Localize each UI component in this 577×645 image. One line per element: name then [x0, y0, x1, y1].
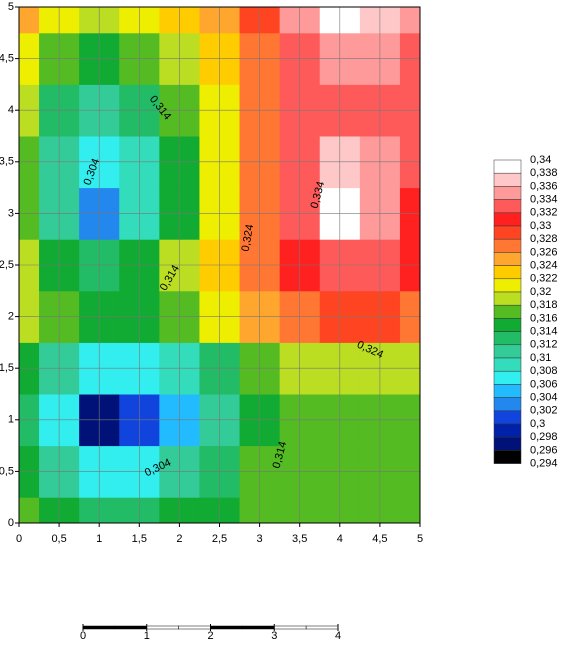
legend-label: 0,33	[530, 220, 551, 232]
legend-label: 0,32	[530, 286, 551, 298]
legend-label: 0,34	[530, 154, 551, 166]
x-tick-label: 0,5	[51, 533, 66, 545]
legend-swatch	[493, 384, 522, 398]
legend-swatch	[493, 291, 522, 306]
legend-label: 0,324	[530, 260, 558, 272]
scale-bar-segment	[305, 625, 339, 630]
legend-label: 0,338	[530, 167, 558, 179]
contour-cell	[19, 7, 40, 34]
legend-swatch	[493, 278, 522, 293]
legend-swatch	[493, 212, 522, 227]
scale-bar-label: 4	[335, 630, 341, 640]
legend-label: 0,316	[530, 312, 558, 324]
y-tick-label: 1,5	[0, 362, 14, 374]
scale-bar-segment	[242, 625, 275, 630]
scale-bar-segment	[146, 625, 179, 630]
legend-label: 0,304	[530, 392, 558, 404]
y-tick-label: 4,5	[0, 53, 14, 65]
contour-cell	[19, 497, 40, 523]
scale-bar-segment	[274, 625, 307, 630]
y-tick-label: 3,5	[0, 156, 14, 168]
y-tick-label: 2,5	[0, 259, 14, 271]
legend-swatch	[493, 225, 522, 240]
legend-label: 0,314	[530, 326, 558, 338]
legend-label: 0,3	[530, 418, 545, 430]
legend-swatch	[493, 199, 522, 214]
x-tick-label: 0	[16, 533, 22, 545]
contour-field	[19, 7, 420, 523]
legend-label: 0,312	[530, 339, 558, 351]
contour-label: 0,324	[240, 223, 257, 252]
legend-swatch	[493, 344, 522, 359]
x-tick-label: 4	[337, 533, 343, 545]
legend-swatch	[493, 186, 522, 200]
contour-cell	[399, 7, 420, 34]
legend-swatch	[493, 450, 522, 464]
legend-swatch	[493, 397, 522, 412]
plot-frame	[18, 6, 421, 524]
scale-bar-segment	[82, 625, 116, 630]
contour-cell	[399, 497, 420, 523]
legend-label: 0,336	[530, 180, 558, 192]
y-tick-label: 1	[8, 414, 14, 426]
legend-swatch	[493, 318, 522, 332]
x-tick-label: 5	[417, 533, 423, 545]
y-tick-label: 0,5	[0, 465, 14, 477]
legend-label: 0,306	[530, 378, 558, 390]
legend-swatch	[493, 370, 522, 385]
scale-bar-segment	[210, 625, 243, 630]
legend-label: 0,294	[530, 458, 558, 470]
y-tick-label: 2	[8, 311, 14, 323]
legend-swatch	[493, 410, 522, 425]
scale-bar-label: 2	[207, 630, 213, 640]
legend-label: 0,298	[530, 431, 558, 443]
legend-label: 0,334	[530, 194, 558, 206]
scale-bar-label: 0	[80, 630, 86, 640]
legend-swatch	[493, 304, 522, 319]
legend-swatch	[493, 159, 522, 174]
y-tick-label: 0	[8, 517, 14, 529]
legend-swatch	[493, 238, 522, 253]
x-tick-label: 3	[257, 533, 263, 545]
legend-swatch	[493, 172, 522, 187]
legend-swatch	[493, 265, 522, 280]
legend-label: 0,328	[530, 233, 558, 245]
legend-swatch	[493, 436, 522, 451]
legend-label: 0,318	[530, 299, 558, 311]
legend-label: 0,322	[530, 273, 558, 285]
legend-label: 0,296	[530, 444, 558, 456]
x-tick-label: 2,5	[212, 533, 227, 545]
x-tick-label: 3,5	[292, 533, 307, 545]
x-tick-label: 2	[176, 533, 182, 545]
legend-swatch	[493, 252, 522, 266]
x-tick-label: 1	[96, 533, 102, 545]
scale-bar-segment	[178, 625, 211, 630]
x-tick-label: 4,5	[372, 533, 387, 545]
legend-label: 0,326	[530, 246, 558, 258]
legend-label: 0,31	[530, 352, 551, 364]
legend-label: 0,308	[530, 365, 558, 377]
x-tick-label: 1,5	[132, 533, 147, 545]
legend-swatch	[493, 357, 522, 372]
y-tick-label: 4	[8, 104, 14, 116]
scale-bar-segment	[114, 625, 147, 630]
legend-label: 0,332	[530, 207, 558, 219]
y-tick-label: 5	[8, 1, 14, 13]
legend-swatch	[493, 331, 522, 346]
scale-bar-label: 3	[271, 630, 277, 640]
scale-bar-label: 1	[144, 630, 150, 640]
legend-swatch	[493, 423, 522, 438]
y-tick-label: 3	[8, 207, 14, 219]
legend-label: 0,302	[530, 405, 558, 417]
